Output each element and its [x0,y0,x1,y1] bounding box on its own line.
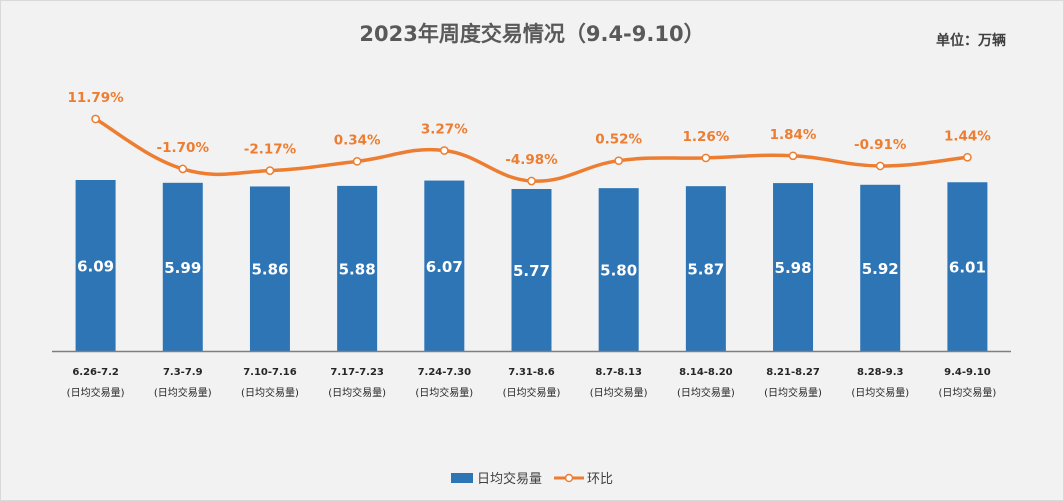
bar [75,180,116,351]
mom-point [352,156,362,166]
mom-point [875,161,885,171]
x-tick-sublabel: (日均交易量) [67,386,125,399]
bar-value-label: 5.98 [775,259,812,277]
bar-value-label: 6.09 [77,258,114,276]
mom-point [963,152,972,162]
legend-line-swatch [554,473,584,482]
x-tick-label: 8.21-8.27 [766,367,820,378]
bar [162,182,203,351]
mom-value-label: -1.70% [157,140,210,156]
bar-value-label: 5.86 [251,261,288,279]
mom-value-label: 1.44% [944,128,991,144]
legend-item-volume: 日均交易量 [450,468,542,487]
x-tick-label: 6.26-7.2 [72,367,119,378]
mom-value-label: 1.26% [682,129,729,145]
x-tick-label: 7.10-7.16 [243,367,297,378]
bar-value-label: 5.99 [164,259,201,277]
x-tick-sublabel: (日均交易量) [764,386,822,399]
mom-point [788,151,798,161]
mom-value-label: 0.34% [334,132,381,148]
x-tick-sublabel: (日均交易量) [328,386,386,399]
bar-value-label: 6.07 [426,258,463,276]
x-tick-sublabel: (日均交易量) [503,386,561,399]
mom-value-label: 3.27% [421,122,468,138]
x-tick-label: 7.17-7.23 [330,367,384,378]
legend-item-mom: 环比 [554,468,613,487]
legend: 日均交易量 环比 [0,468,1064,487]
mom-point [701,153,711,163]
bar [947,182,988,351]
mom-value-label: -0.91% [854,137,907,153]
x-tick-label: 7.3-7.9 [163,367,203,378]
bar [773,183,814,351]
legend-label-volume: 日均交易量 [476,472,542,487]
x-tick-label: 8.7-8.13 [595,367,642,378]
bar-value-label: 5.87 [687,261,724,279]
mom-point [439,146,449,155]
x-tick-sublabel: (日均交易量) [241,386,299,399]
bar-value-label: 5.92 [862,260,899,278]
bar [685,186,726,351]
x-tick-sublabel: (日均交易量) [415,386,473,399]
mom-value-label: 1.84% [770,127,817,143]
bar-value-label: 5.77 [513,262,550,280]
unit-label: 单位：万辆 [936,33,1006,49]
bar-value-label: 5.88 [339,260,376,278]
bar [860,184,901,351]
x-tick-sublabel: (日均交易量) [590,386,648,399]
bar [511,188,552,351]
legend-bar-swatch [450,472,473,483]
x-tick-label: 8.28-9.3 [857,367,904,378]
mom-value-label: 11.79% [67,90,124,106]
mom-value-label: -4.98% [505,152,558,168]
mom-line [93,117,970,183]
x-tick-label: 7.31-8.6 [508,367,555,378]
mom-point [614,156,624,166]
mom-point [527,176,536,186]
mom-value-label: 0.52% [595,132,642,148]
mom-point [91,114,100,124]
x-tick-label: 9.4-9.10 [944,367,991,378]
mom-point [265,166,275,175]
bar [598,188,639,351]
bar [337,185,378,351]
mom-point [178,164,188,174]
mom-value-label: -2.17% [244,142,297,158]
bar [424,180,465,351]
bar-value-label: 5.80 [600,262,637,280]
x-tick-sublabel: (日均交易量) [851,386,909,399]
x-tick-label: 7.24-7.30 [418,367,472,378]
x-tick-sublabel: (日均交易量) [154,386,212,399]
bar-value-label: 6.01 [949,259,986,277]
bar [249,186,290,351]
x-tick-sublabel: (日均交易量) [677,386,735,399]
chart-title: 2023年周度交易情况（9.4-9.10） [359,22,705,46]
x-tick-sublabel: (日均交易量) [939,386,997,399]
legend-label-mom: 环比 [587,472,614,487]
x-tick-label: 8.14-8.20 [679,367,733,378]
